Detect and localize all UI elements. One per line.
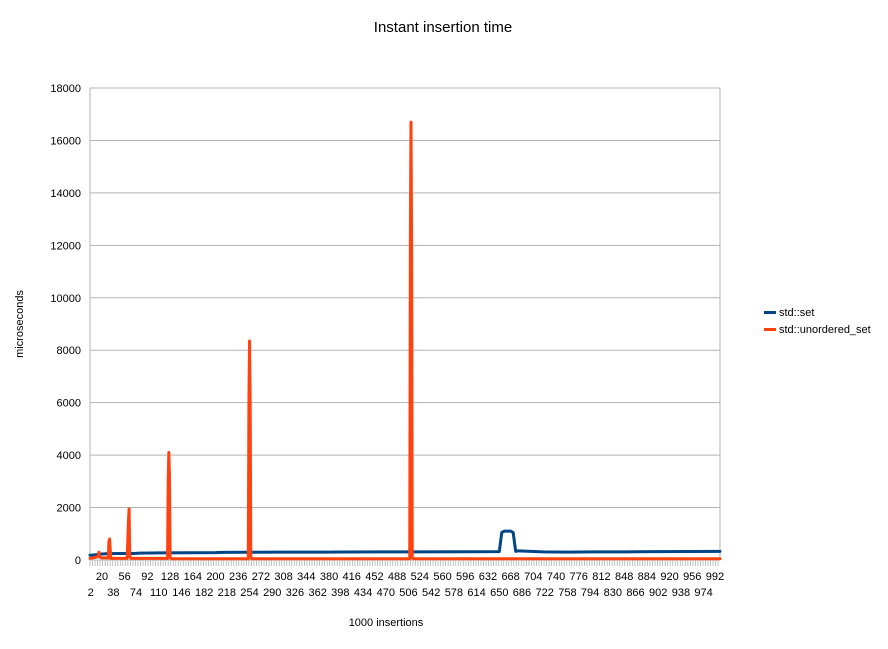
y-tick-label-6000: 6000	[57, 398, 81, 410]
legend-swatch-unordered-set	[764, 328, 776, 331]
x-tick-label-668: 668	[501, 571, 519, 583]
x-tick-label-218: 218	[218, 587, 236, 599]
x-tick-label-362: 362	[308, 587, 326, 599]
x-tick-label-992: 992	[706, 571, 724, 583]
series-line-unordered-set	[88, 120, 722, 561]
x-tick-label-74: 74	[130, 587, 142, 599]
x-tick-label-488: 488	[388, 571, 406, 583]
x-tick-label-200: 200	[206, 571, 224, 583]
x-tick-label-470: 470	[377, 587, 395, 599]
y-tick-label-18000: 18000	[50, 83, 81, 95]
x-tick-label-596: 596	[456, 571, 474, 583]
x-tick-label-398: 398	[331, 587, 349, 599]
y-tick-label-2000: 2000	[57, 503, 81, 515]
chart-title: Instant insertion time	[374, 19, 512, 36]
x-tick-label-956: 956	[683, 571, 701, 583]
x-tick-label-974: 974	[694, 587, 712, 599]
y-tick-label-0: 0	[75, 555, 81, 567]
x-minor-ticks	[89, 560, 719, 566]
x-tick-label-92: 92	[141, 571, 153, 583]
x-tick-label-560: 560	[433, 571, 451, 583]
x-axis-label: 1000 insertions	[349, 617, 424, 629]
series-line-set	[88, 529, 722, 557]
x-tick-label-326: 326	[286, 587, 304, 599]
legend-item-unordered-set: std::unordered_set	[764, 321, 871, 338]
x-tick-label-830: 830	[604, 587, 622, 599]
x-tick-label-272: 272	[252, 571, 270, 583]
x-tick-label-506: 506	[399, 587, 417, 599]
legend-label-unordered-set: std::unordered_set	[779, 323, 871, 336]
x-tick-label-290: 290	[263, 587, 281, 599]
x-tick-label-722: 722	[536, 587, 554, 599]
y-tick-label-16000: 16000	[50, 135, 81, 147]
x-tick-label-56: 56	[119, 571, 131, 583]
x-tick-label-110: 110	[150, 587, 168, 599]
x-tick-label-254: 254	[240, 587, 258, 599]
x-tick-label-848: 848	[615, 571, 633, 583]
x-tick-label-380: 380	[320, 571, 338, 583]
x-tick-label-704: 704	[524, 571, 542, 583]
legend-label-set: std::set	[779, 306, 815, 319]
legend-swatch-set	[764, 311, 776, 314]
x-tick-label-902: 902	[649, 587, 667, 599]
x-tick-label-740: 740	[547, 571, 565, 583]
x-tick-label-416: 416	[343, 571, 361, 583]
x-tick-label-128: 128	[161, 571, 179, 583]
x-tick-label-308: 308	[274, 571, 292, 583]
y-axis-label: microseconds	[14, 290, 26, 358]
x-tick-label-920: 920	[660, 571, 678, 583]
x-tick-label-650: 650	[490, 587, 508, 599]
y-tick-label-8000: 8000	[57, 345, 81, 357]
x-tick-label-452: 452	[365, 571, 383, 583]
x-tick-label-812: 812	[592, 571, 610, 583]
x-tick-label-164: 164	[184, 571, 202, 583]
x-tick-label-614: 614	[467, 587, 485, 599]
x-tick-label-632: 632	[479, 571, 497, 583]
x-tick-label-344: 344	[297, 571, 315, 583]
x-tick-label-866: 866	[626, 587, 644, 599]
x-tick-label-938: 938	[672, 587, 690, 599]
y-tick-label-4000: 4000	[57, 450, 81, 462]
x-tick-label-776: 776	[570, 571, 588, 583]
x-tick-label-542: 542	[422, 587, 440, 599]
plot-area: 0 2000 4000 6000 8000 10000 12000 14000 16000 180…	[50, 83, 724, 599]
x-tick-label-182: 182	[195, 587, 213, 599]
y-tick-label-12000: 12000	[50, 240, 81, 252]
x-tick-label-578: 578	[445, 587, 463, 599]
x-tick-label-884: 884	[638, 571, 656, 583]
x-tick-label-686: 686	[513, 587, 531, 599]
y-tick-label-10000: 10000	[50, 293, 81, 305]
legend: std::set std::unordered_set	[764, 304, 871, 338]
x-tick-label-146: 146	[172, 587, 190, 599]
x-tick-label-794: 794	[581, 587, 599, 599]
x-tick-label-524: 524	[411, 571, 429, 583]
x-tick-label-20: 20	[96, 571, 108, 583]
x-tick-label-2: 2	[88, 587, 94, 599]
legend-item-set: std::set	[764, 304, 871, 321]
x-tick-label-758: 758	[558, 587, 576, 599]
x-tick-label-38: 38	[107, 587, 119, 599]
x-tick-label-236: 236	[229, 571, 247, 583]
x-tick-label-434: 434	[354, 587, 372, 599]
y-tick-label-14000: 14000	[50, 188, 81, 200]
